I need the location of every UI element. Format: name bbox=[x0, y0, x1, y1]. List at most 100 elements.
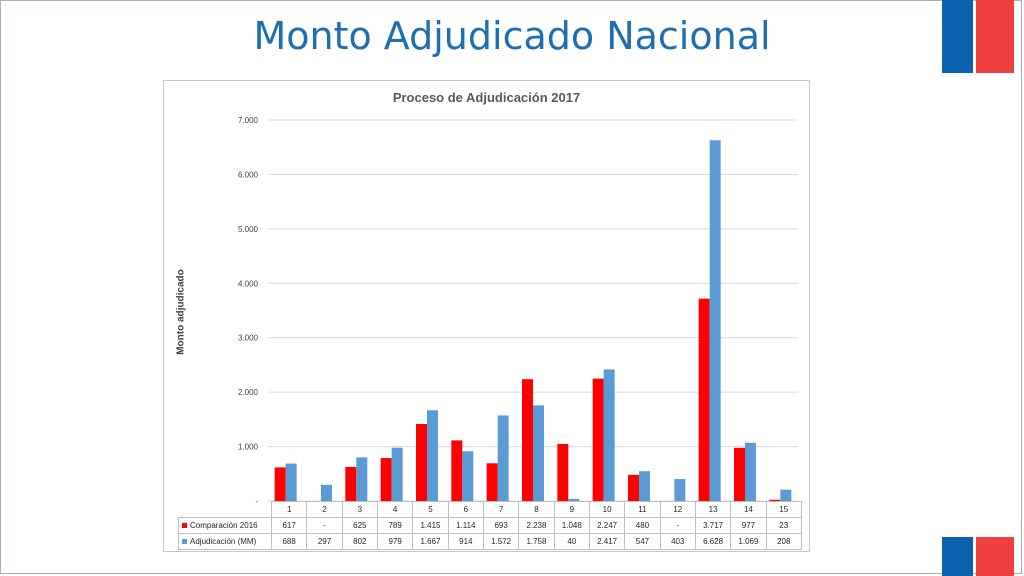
y-tick-label: 4.000 bbox=[238, 279, 259, 288]
bar-comparacion-2016 bbox=[451, 440, 463, 501]
bar-adjudicacion-mm bbox=[709, 140, 721, 501]
bar-adjudicacion-mm bbox=[427, 410, 438, 501]
data-label: 625 bbox=[341, 517, 378, 534]
x-tick-label: 11 bbox=[624, 501, 661, 518]
table-row: Comparación 2016 617-625 789 1.415 1.114 693 2… bbox=[178, 517, 802, 534]
data-label: 23 bbox=[765, 517, 802, 534]
y-tick-label: 7.000 bbox=[238, 116, 259, 125]
bar-comparacion-2016 bbox=[380, 458, 392, 501]
bar-adjudicacion-mm bbox=[780, 489, 792, 501]
data-label: 2.247 bbox=[588, 517, 626, 534]
flag-stripe-red bbox=[976, 537, 1014, 576]
bar-comparacion-2016 bbox=[416, 423, 427, 501]
y-tick-label: 6.000 bbox=[238, 170, 259, 179]
bar-adjudicacion-mm bbox=[497, 415, 509, 501]
data-label: 1.667 bbox=[412, 533, 449, 550]
bar-adjudicacion-mm bbox=[356, 457, 368, 501]
bar-comparacion-2016 bbox=[769, 499, 781, 501]
data-label: 914 bbox=[447, 533, 484, 550]
flag-decoration-top bbox=[942, 0, 1014, 73]
x-tick-label: 4 bbox=[376, 501, 414, 518]
bar-comparacion-2016 bbox=[592, 378, 604, 501]
x-tick-label: 7 bbox=[482, 501, 520, 518]
data-label: 688 bbox=[270, 533, 308, 550]
data-label: 2.417 bbox=[588, 533, 626, 550]
x-tick-label: 13 bbox=[694, 501, 732, 518]
chart-data-table: 1 2 3 4 5 6 7 8 9 10 11 12 13 14 15 Comparación 2016 617… bbox=[178, 501, 802, 550]
x-tick-label: 3 bbox=[341, 501, 378, 518]
x-tick-label: 15 bbox=[765, 501, 802, 518]
data-label: 480 bbox=[624, 517, 661, 534]
bar-adjudicacion-mm bbox=[568, 498, 580, 501]
legend-swatch bbox=[182, 539, 187, 545]
flag-stripe-blue bbox=[942, 537, 973, 576]
legend-label: Comparación 2016 bbox=[190, 521, 258, 530]
bar-adjudicacion-mm bbox=[285, 463, 297, 501]
data-label: 979 bbox=[376, 533, 414, 550]
page-title: Monto Adjudicado Nacional bbox=[253, 14, 771, 58]
bar-comparacion-2016 bbox=[486, 463, 498, 501]
data-label: 1.572 bbox=[482, 533, 520, 550]
bar-adjudicacion-mm bbox=[745, 442, 756, 501]
legend-label: Adjudicación (MM) bbox=[190, 537, 257, 546]
y-tick-label: 3.000 bbox=[238, 334, 259, 343]
data-label: 6.628 bbox=[694, 533, 732, 550]
data-label: 208 bbox=[765, 533, 802, 550]
data-label: 1.114 bbox=[447, 517, 484, 534]
bar-comparacion-2016 bbox=[628, 474, 639, 501]
flag-decoration-bottom bbox=[942, 537, 1014, 576]
data-label: - bbox=[306, 517, 343, 534]
bar-adjudicacion-mm bbox=[674, 479, 686, 501]
bar-comparacion-2016 bbox=[734, 447, 745, 501]
data-label: 789 bbox=[376, 517, 414, 534]
legend-entry: Comparación 2016 bbox=[178, 517, 272, 534]
data-label: 802 bbox=[341, 533, 378, 550]
chart-title: Proceso de Adjudicación 2017 bbox=[392, 90, 581, 105]
bar-adjudicacion-mm bbox=[639, 471, 650, 501]
data-label: 40 bbox=[553, 533, 590, 550]
bar-comparacion-2016 bbox=[522, 379, 533, 501]
x-tick-label: 14 bbox=[730, 501, 767, 518]
data-label: - bbox=[659, 517, 696, 534]
bar-adjudicacion-mm bbox=[391, 447, 403, 501]
data-label: 297 bbox=[306, 533, 343, 550]
table-row: 1 2 3 4 5 6 7 8 9 10 11 12 13 14 15 bbox=[178, 501, 802, 518]
bar-adjudicacion-mm bbox=[603, 369, 615, 501]
data-label: 1.758 bbox=[518, 533, 555, 550]
x-tick-label: 12 bbox=[659, 501, 696, 518]
x-tick-label: 2 bbox=[306, 501, 343, 518]
data-label: 403 bbox=[659, 533, 696, 550]
data-label: 1.415 bbox=[412, 517, 449, 534]
x-tick-label: 9 bbox=[553, 501, 590, 518]
x-tick-label: 10 bbox=[588, 501, 626, 518]
bar-comparacion-2016 bbox=[274, 467, 286, 501]
x-tick-label: 8 bbox=[518, 501, 555, 518]
data-label: 1.069 bbox=[730, 533, 767, 550]
legend-entry: Adjudicación (MM) bbox=[178, 533, 272, 550]
data-label: 547 bbox=[624, 533, 661, 550]
legend-swatch bbox=[182, 523, 187, 529]
bar-comparacion-2016 bbox=[698, 298, 710, 501]
y-tick-label: 5.000 bbox=[238, 225, 259, 234]
y-tick-label: 1.000 bbox=[238, 443, 259, 452]
data-label: 693 bbox=[482, 517, 520, 534]
y-tick-label: 2.000 bbox=[238, 388, 259, 397]
bar-adjudicacion-mm bbox=[533, 405, 544, 501]
data-label: 977 bbox=[730, 517, 767, 534]
table-row: Adjudicación (MM) 688 297 802 979 1.667 914 1.5… bbox=[178, 533, 802, 550]
bar-comparacion-2016 bbox=[345, 466, 357, 501]
x-tick-label: 6 bbox=[447, 501, 484, 518]
bar-comparacion-2016 bbox=[557, 443, 569, 501]
data-label: 2.238 bbox=[518, 517, 555, 534]
x-tick-label: 1 bbox=[270, 501, 308, 518]
data-label: 1.048 bbox=[553, 517, 590, 534]
data-label: 617 bbox=[270, 517, 308, 534]
x-tick-label: 5 bbox=[412, 501, 449, 518]
flag-stripe-red bbox=[976, 0, 1014, 73]
bar-adjudicacion-mm bbox=[321, 484, 332, 501]
table-corner bbox=[178, 501, 272, 518]
bar-adjudicacion-mm bbox=[462, 451, 474, 501]
flag-stripe-blue bbox=[942, 0, 973, 73]
